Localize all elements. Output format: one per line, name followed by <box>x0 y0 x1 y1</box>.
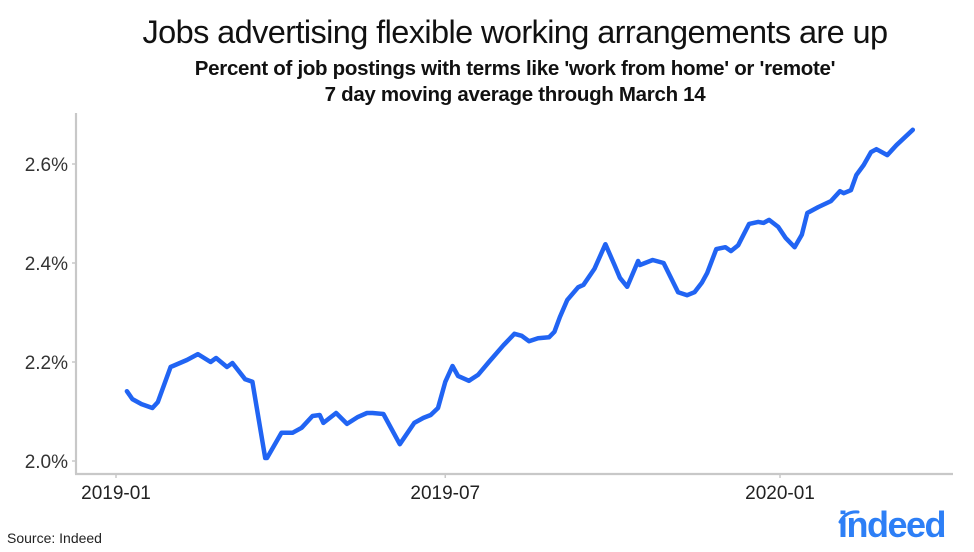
y-tick-label: 2.2% <box>25 353 68 374</box>
source-note: Source: Indeed <box>7 530 102 546</box>
x-tick-label: 2019-07 <box>410 483 480 504</box>
x-tick-label: 2020-01 <box>745 483 815 504</box>
logo-text: indeed <box>838 504 947 545</box>
series-line <box>124 127 916 461</box>
indeed-logo: indeed <box>834 504 956 545</box>
chart-subtitle-line1: Percent of job postings with terms like … <box>194 57 836 80</box>
y-tick-label: 2.0% <box>25 452 68 473</box>
x-tick-label: 2019-01 <box>81 483 151 504</box>
y-tick-label: 2.6% <box>25 155 68 176</box>
logo-arc-icon <box>838 510 860 524</box>
x-axis: 2019-01 2019-07 2020-01 <box>75 472 953 504</box>
y-axis: 2.0% 2.2% 2.4% 2.6% <box>25 113 78 474</box>
chart-subtitle-line2: 7 day moving average through March 14 <box>324 83 706 106</box>
y-tick-label: 2.4% <box>25 254 68 275</box>
chart-title: Jobs advertising flexible working arrang… <box>142 14 889 50</box>
